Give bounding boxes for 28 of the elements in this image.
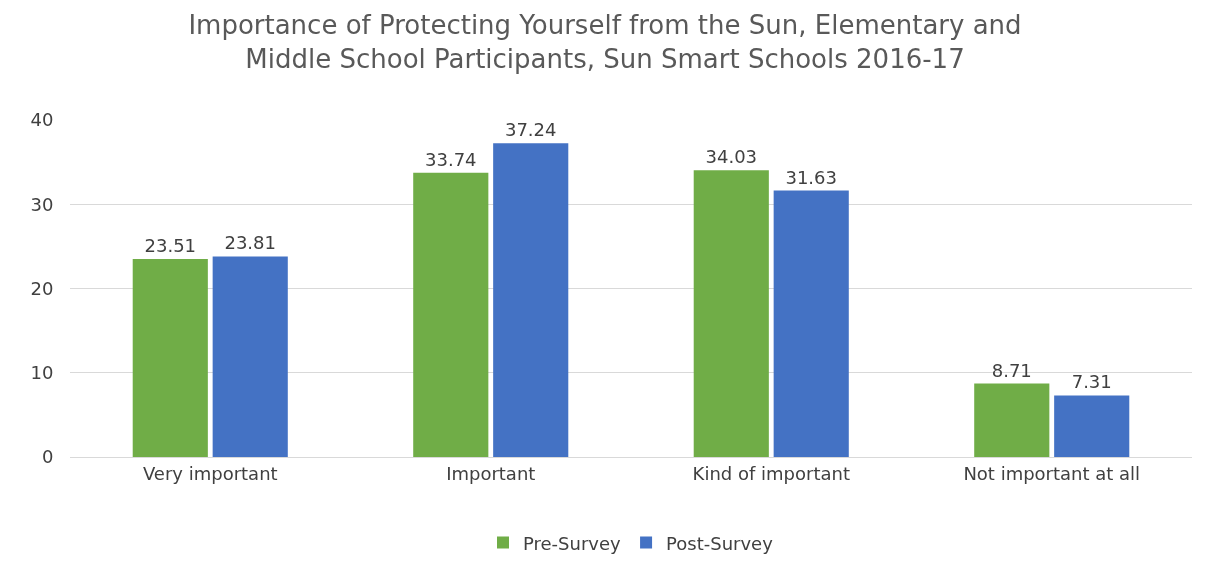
x-tick-label: Kind of important bbox=[692, 462, 850, 484]
y-tick-label: 10 bbox=[30, 362, 54, 384]
y-tick-label: 20 bbox=[30, 277, 54, 299]
data-label: 7.31 bbox=[1071, 371, 1112, 393]
x-tick-label: Not important at all bbox=[963, 462, 1141, 484]
data-label: 33.74 bbox=[425, 148, 477, 170]
bar bbox=[212, 256, 288, 457]
x-tick-label: Very important bbox=[142, 462, 278, 484]
legend-label: Pre-Survey bbox=[523, 532, 622, 554]
bar bbox=[413, 172, 489, 457]
y-tick-label: 0 bbox=[41, 446, 54, 468]
x-tick-label: Important bbox=[446, 462, 536, 484]
bar bbox=[974, 383, 1050, 457]
y-tick-label: 40 bbox=[30, 109, 54, 131]
data-label: 23.81 bbox=[224, 232, 276, 254]
bar bbox=[693, 170, 769, 457]
bar bbox=[132, 258, 208, 457]
data-label: 37.24 bbox=[504, 119, 557, 141]
chart-title: Importance of Protecting Yourself from the Sun, Elementary and Middle School Participants, Sun Smart Schools 2016-17 bbox=[188, 10, 1022, 75]
bar bbox=[1054, 395, 1130, 457]
data-label: 31.63 bbox=[785, 166, 837, 188]
bar bbox=[773, 190, 849, 457]
y-tick-label: 30 bbox=[30, 193, 54, 215]
data-label: 34.03 bbox=[705, 146, 758, 168]
data-label: 23.51 bbox=[144, 234, 197, 256]
legend-label: Post-Survey bbox=[666, 532, 774, 554]
data-label: 8.71 bbox=[991, 359, 1032, 381]
bar bbox=[493, 143, 569, 457]
